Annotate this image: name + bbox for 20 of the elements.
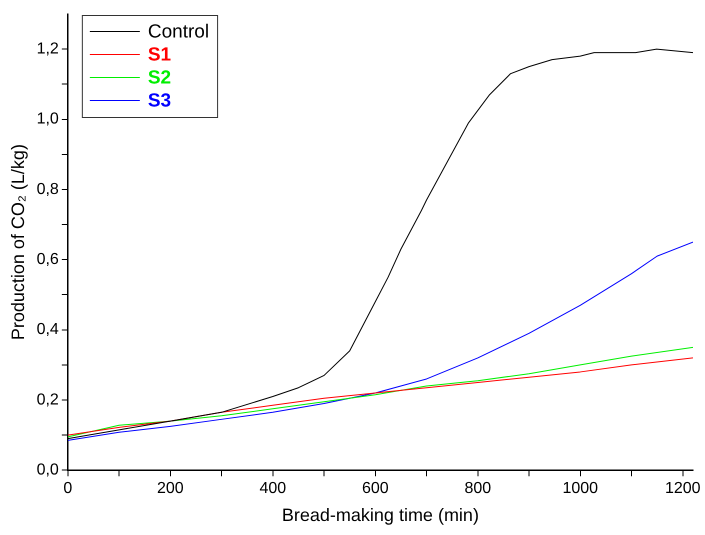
x-tick-label: 800	[464, 480, 492, 498]
x-tick-label: 600	[362, 480, 389, 498]
x-tick-label: 400	[259, 480, 286, 498]
y-tick-label: 0,2	[36, 391, 59, 408]
legend-label: S2	[148, 68, 172, 89]
legend-label: S1	[148, 44, 172, 66]
y-axis-title: Production of CO₂ (L/kg)	[8, 144, 28, 340]
x-tick-label: 1000	[562, 480, 598, 498]
x-tick-label: 1200	[664, 480, 701, 498]
x-tick-label: 0	[63, 480, 72, 498]
legend-label: Control	[148, 22, 210, 43]
y-tick-label: 1,2	[36, 40, 59, 58]
y-tick-label: 0,8	[36, 180, 59, 198]
y-tick-label: 0,4	[36, 321, 59, 338]
y-tick-label: 0,0	[36, 462, 59, 479]
y-tick-label: 1,0	[36, 110, 59, 128]
legend-label: S3	[148, 90, 172, 112]
x-axis-title: Bread-making time (min)	[282, 505, 479, 526]
x-tick-label: 200	[156, 480, 184, 498]
y-tick-label: 0,6	[36, 251, 59, 268]
